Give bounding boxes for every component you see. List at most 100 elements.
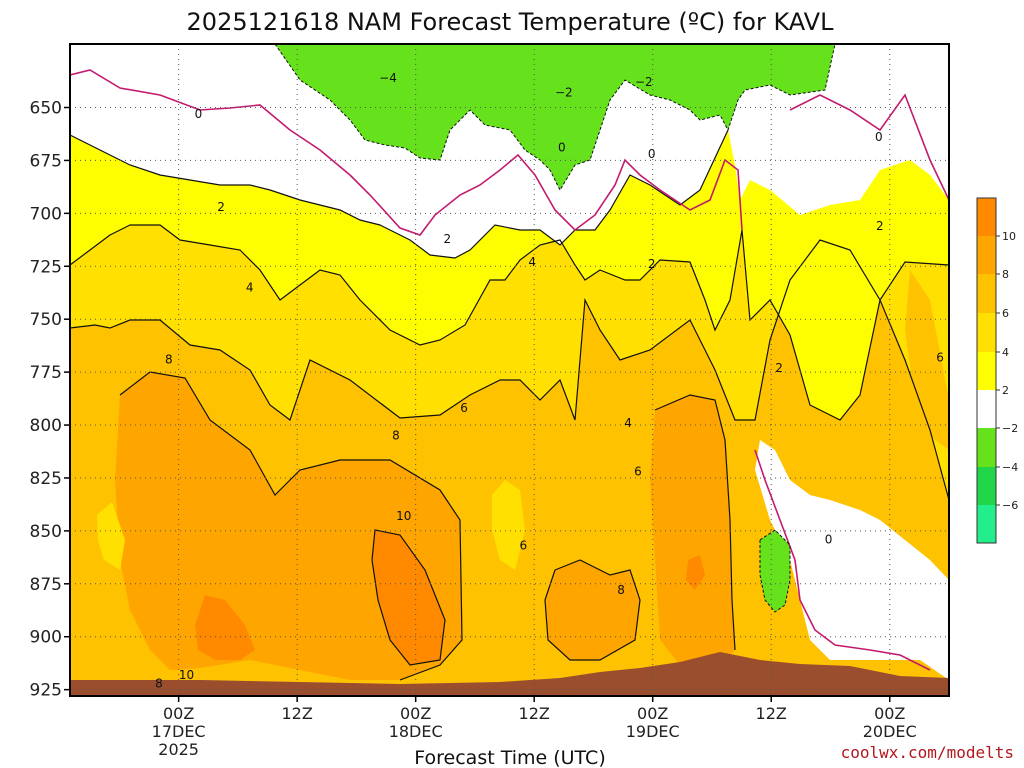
contour-label: 6 (634, 465, 642, 479)
x-tick-date: 18DEC (389, 722, 443, 741)
x-tick-date: 17DEC (152, 722, 206, 741)
x-axis-label: Forecast Time (UTC) (414, 747, 605, 768)
colorbar-m2-2 (977, 390, 996, 428)
colorbar-4-6 (977, 313, 996, 352)
contour-label: 8 (617, 583, 625, 597)
band-m2-2-lower-right (755, 440, 949, 680)
band-gt-10-a (372, 530, 445, 665)
contour-label: 2 (217, 200, 225, 214)
contour-label: 6 (520, 539, 528, 553)
chart-title: 2025121618 NAM Forecast Temperature (ºC)… (187, 8, 835, 36)
contour-10 (371, 529, 446, 666)
x-tick-label: 00Z (874, 704, 905, 723)
x-tick-date: 19DEC (626, 722, 680, 741)
colorbar-m6-m4 (977, 467, 996, 505)
x-tick-label: 12Z (281, 704, 312, 723)
contour-label: 10 (396, 509, 411, 523)
colorbar-lt-m6 (977, 505, 996, 543)
contour-label: 6 (936, 350, 944, 364)
contour-0-lower (754, 449, 931, 671)
band-4-6-island-b (492, 480, 525, 570)
contour-8-center (544, 559, 641, 661)
y-axis: 650 675 700 725 750 775 800 825 850 875 900 925 (30, 99, 70, 701)
contour-6 (70, 239, 949, 501)
band-6-8-right (905, 270, 949, 450)
band-4-6-island (97, 502, 125, 570)
y-tick-label: 875 (30, 575, 62, 595)
contour-8 (119, 371, 463, 681)
colorbar-frame (976, 197, 997, 544)
band-8-10-center (545, 560, 640, 660)
colorbar: 10 8 6 4 2 −2 −4 −6 (976, 197, 1018, 544)
band-8-10-right (650, 395, 735, 665)
x-tick-label: 00Z (637, 704, 668, 723)
colorbar-8-10 (977, 236, 996, 274)
colorbar-tick-label: −2 (1002, 422, 1018, 435)
contour-label: 2 (775, 361, 783, 375)
colorbar-gt-10 (977, 198, 996, 236)
contour-label: −2 (555, 86, 573, 100)
band-m4-m2-blob (760, 530, 790, 612)
plot-area: −4 −2 −2 0 0 0 0 2 2 2 2 2 4 4 4 6 6 6 6 8 8 8 8 10 10 0 (70, 44, 949, 696)
contour-8-right (654, 394, 736, 651)
contour-label: 0 (195, 107, 203, 121)
band-gt-10-b (195, 595, 255, 660)
contour-label: 0 (875, 130, 883, 144)
contour-label: 2 (876, 219, 884, 233)
x-tick-label: 00Z (400, 704, 431, 723)
colorbar-tick-label: 10 (1002, 230, 1016, 243)
contour-label: −2 (635, 75, 653, 89)
contour-label: 0 (648, 147, 656, 161)
y-tick-label: 675 (30, 151, 62, 171)
x-tick-year: 2025 (158, 740, 199, 759)
y-tick-label: 650 (30, 99, 62, 119)
contour-label: 4 (528, 255, 536, 269)
contour-label: 0 (558, 141, 566, 155)
contour-label: −4 (379, 71, 397, 85)
colorbar-tick-label: 2 (1002, 384, 1009, 397)
band-m4-m2 (275, 44, 835, 190)
contour-neg2 (274, 44, 836, 192)
contour-2 (70, 129, 729, 259)
contour-label: 2 (648, 257, 656, 271)
contour-label: 4 (246, 280, 254, 294)
y-tick-label: 775 (30, 363, 62, 383)
colorbar-6-8 (977, 274, 996, 313)
y-tick-label: 850 (30, 522, 62, 542)
y-tick-label: 700 (30, 204, 62, 224)
y-tick-label: 900 (30, 628, 62, 648)
y-tick-label: 800 (30, 416, 62, 436)
contour-label: 4 (624, 416, 632, 430)
contour-neg2-blob (759, 529, 791, 613)
contour-label: 10 (179, 668, 194, 682)
band-8-10-left (115, 372, 462, 680)
colorbar-tick-label: 6 (1002, 307, 1009, 320)
band-gt-10-c (686, 555, 705, 590)
x-tick-label: 00Z (163, 704, 194, 723)
colorbar-tick-label: −6 (1002, 499, 1018, 512)
colorbar-tick-label: 4 (1002, 346, 1009, 359)
contour-label: 2 (443, 232, 451, 246)
contour-label: 6 (460, 401, 468, 415)
plot-frame (69, 43, 950, 697)
grid (70, 44, 949, 696)
contour-4 (70, 224, 949, 421)
terrain-fill (70, 652, 949, 696)
x-tick-date: 20DEC (863, 722, 917, 741)
colorbar-2-4 (977, 352, 996, 390)
contour-label: 8 (155, 676, 163, 690)
y-tick-label: 750 (30, 310, 62, 330)
contour-labels: −4 −2 −2 0 0 0 0 2 2 2 2 2 4 4 4 6 6 6 6 8 8 8 8 10 10 0 (155, 71, 944, 690)
contour-label: 8 (392, 429, 400, 443)
contour-label: 0 (825, 532, 833, 546)
colorbar-tick-label: −4 (1002, 461, 1018, 474)
y-tick-label: 825 (30, 469, 62, 489)
contour-label: 8 (165, 352, 173, 366)
y-tick-label: 925 (30, 681, 62, 701)
colorbar-m4-m2 (977, 428, 996, 467)
y-tick-label: 725 (30, 257, 62, 277)
colorbar-tick-label: 8 (1002, 268, 1009, 281)
x-tick-label: 12Z (519, 704, 550, 723)
